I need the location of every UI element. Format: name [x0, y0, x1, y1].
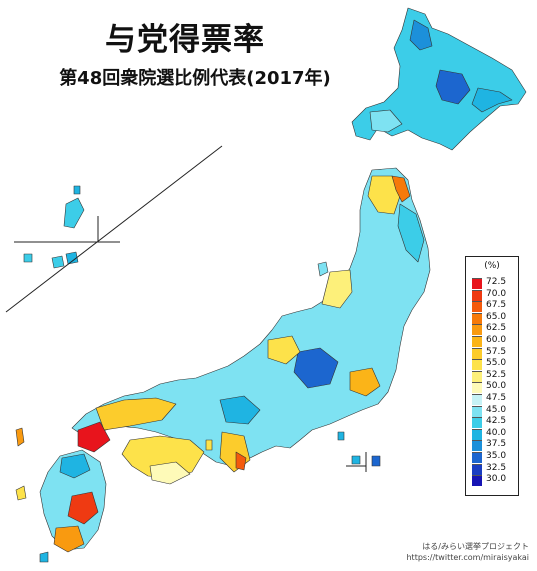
legend-swatch: [472, 347, 482, 359]
region-hokkaido-central: [435, 69, 471, 105]
ogasawara-inset-lines: [346, 452, 367, 472]
legend-item: 47.5: [472, 393, 518, 405]
region-hokuriku: [267, 335, 301, 365]
legend-label: 50.0: [486, 381, 507, 392]
legend-item: 65.0: [472, 311, 518, 324]
legend-swatch: [472, 428, 482, 440]
region-fukuoka: [59, 453, 91, 479]
legend-swatch: [472, 417, 482, 429]
legend-item: 67.5: [472, 300, 518, 313]
legend-label: 32.5: [486, 462, 507, 473]
region-kumamoto: [67, 491, 99, 525]
legend-label: 40.0: [486, 427, 507, 438]
region-kansai: [219, 395, 261, 425]
credit-text: はる/みらい選挙プロジェクト: [422, 542, 529, 551]
legend-label: 65.0: [486, 311, 507, 322]
legend-swatch: [472, 289, 482, 301]
legend-item: 42.5: [472, 416, 518, 429]
okinawa-inset-lines: [5, 145, 223, 313]
legend-item: 50.0: [472, 381, 518, 394]
region-kii-south: [235, 451, 247, 471]
legend-label: 70.0: [486, 288, 507, 299]
island-ogasawara: [351, 455, 361, 465]
credit-url: https://twitter.com/miraisyakai: [406, 553, 529, 562]
legend-item: 35.0: [472, 451, 518, 463]
region-hokkaido-north: [409, 19, 433, 51]
legend-item: 72.5: [472, 277, 518, 289]
legend-swatch: [472, 463, 482, 475]
legend-swatch: [472, 324, 482, 336]
legend-item: 57.5: [472, 346, 518, 359]
island-goto: [15, 485, 27, 501]
legend-item: 62.5: [472, 323, 518, 336]
map-subtitle: 第48回衆院選比例代表(2017年): [59, 68, 331, 89]
region-hokkaido-southwest: [369, 109, 403, 133]
legend-item: 40.0: [472, 427, 518, 440]
region-tohoku-pacific: [397, 203, 425, 263]
legend-label: 72.5: [486, 277, 507, 287]
legend-item: 45.0: [472, 404, 518, 417]
island-awaji: [205, 439, 213, 451]
region-kanto-east: [349, 367, 381, 397]
region-chugoku: [95, 397, 177, 431]
region-niigata: [321, 269, 353, 309]
legend-item: 60.0: [472, 335, 518, 347]
island-ogasawara-2: [371, 455, 381, 467]
island-miyako: [51, 255, 65, 269]
legend-label: 35.0: [486, 451, 507, 461]
legend-item: 70.0: [472, 288, 518, 301]
region-aomori-peninsula: [391, 175, 411, 203]
map-title: 与党得票率: [105, 22, 265, 58]
legend-item: 37.5: [472, 439, 518, 452]
island-ishigaki: [65, 251, 79, 265]
legend-item: 52.5: [472, 369, 518, 382]
island-izu: [337, 431, 345, 441]
legend-swatch: [472, 312, 482, 324]
legend-swatch: [472, 440, 482, 452]
region-honshu: [71, 167, 431, 467]
legend-label: 62.5: [486, 323, 507, 334]
legend-label: 52.5: [486, 369, 507, 380]
legend-label: 55.0: [486, 358, 507, 369]
legend-label: 30.0: [486, 474, 507, 485]
island-yaeyama: [23, 253, 33, 263]
legend-item: 55.0: [472, 358, 518, 371]
legend-item: 32.5: [472, 462, 518, 475]
island-tanegashima: [39, 551, 49, 563]
legend-label: 57.5: [486, 346, 507, 357]
legend-swatch: [472, 370, 482, 382]
legend-swatch: [472, 382, 482, 394]
legend-unit: (%): [484, 261, 500, 271]
legend-swatch: [472, 405, 482, 417]
legend-item: 30.0: [472, 474, 518, 487]
legend-swatch: [472, 475, 482, 487]
island-tsushima: [15, 427, 25, 447]
legend-swatch: [472, 359, 482, 371]
region-hokkaido-east: [471, 87, 513, 113]
island-sado: [317, 261, 329, 277]
legend-swatch: [472, 394, 482, 405]
legend-swatch: [472, 278, 482, 289]
legend-label: 67.5: [486, 300, 507, 311]
legend-label: 47.5: [486, 393, 507, 403]
legend-label: 60.0: [486, 335, 507, 345]
legend-swatch: [472, 452, 482, 463]
region-kochi: [149, 461, 191, 485]
legend-label: 42.5: [486, 416, 507, 427]
island-okinawa-main: [63, 197, 85, 229]
legend-label: 45.0: [486, 404, 507, 415]
region-yamaguchi: [77, 421, 111, 453]
region-kagoshima: [53, 525, 85, 553]
legend-label: 37.5: [486, 439, 507, 450]
region-koshinetsu: [293, 347, 339, 389]
color-legend: (%) 72.5 70.0 67.5 65.0 62.5 60.0 57.5 55.0 52.5…: [465, 256, 519, 496]
legend-swatch: [472, 336, 482, 347]
island-okinawa-north: [73, 185, 81, 195]
legend-swatch: [472, 301, 482, 313]
